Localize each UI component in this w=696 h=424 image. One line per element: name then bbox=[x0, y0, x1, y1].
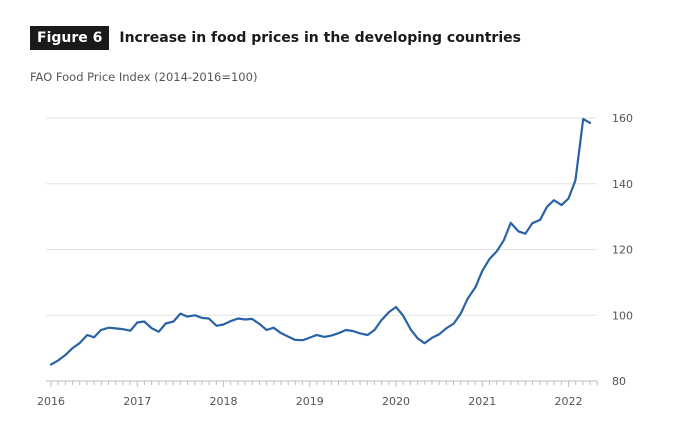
x-tick-label: 2016 bbox=[37, 395, 65, 408]
figure-title: Increase in food prices in the developin… bbox=[119, 30, 521, 46]
y-axis-label: FAO Food Price Index (2014-2016=100) bbox=[30, 70, 258, 84]
y-tick-label: 160 bbox=[612, 112, 633, 125]
figure-label: Figure 6 bbox=[30, 26, 110, 50]
x-tick-label: 2018 bbox=[210, 395, 238, 408]
y-tick-label: 100 bbox=[612, 309, 633, 322]
x-tick-label: 2021 bbox=[468, 395, 496, 408]
x-tick-label: 2019 bbox=[296, 395, 324, 408]
y-tick-label: 80 bbox=[612, 375, 626, 388]
y-tick-label: 120 bbox=[612, 244, 633, 257]
figure-header: Figure 6 Increase in food prices in the … bbox=[30, 26, 521, 50]
x-tick-label: 2022 bbox=[555, 395, 583, 408]
y-tick-label: 140 bbox=[612, 178, 633, 191]
x-tick-label: 2017 bbox=[123, 395, 151, 408]
x-tick-label: 2020 bbox=[382, 395, 410, 408]
series-line bbox=[49, 117, 592, 366]
